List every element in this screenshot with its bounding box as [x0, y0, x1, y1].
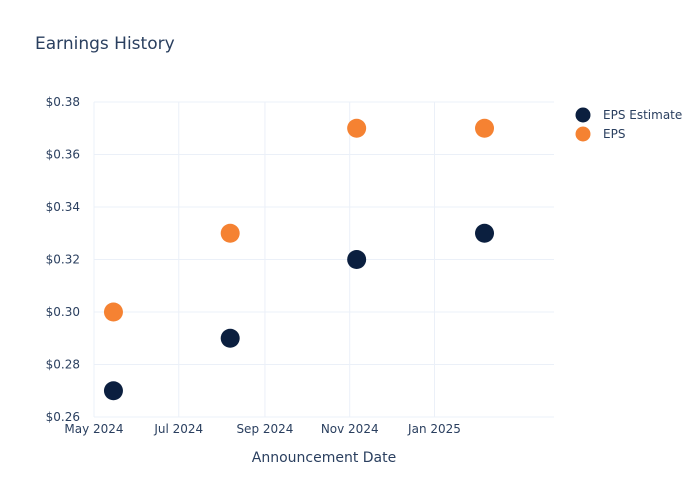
legend: EPS Estimate EPS: [575, 107, 682, 142]
x-axis-ticks: May 2024 Jul 2024 Sep 2024 Nov 2024 Jan 2025: [64, 422, 460, 436]
x-tick-label: Jul 2024: [153, 422, 203, 436]
legend-marker[interactable]: [575, 126, 591, 142]
y-tick-label: $0.26: [46, 410, 80, 424]
data-point[interactable]: [475, 223, 495, 243]
data-point[interactable]: [220, 223, 240, 243]
y-tick-label: $0.30: [46, 305, 80, 319]
data-points: [103, 118, 495, 401]
x-tick-label: May 2024: [64, 422, 123, 436]
legend-marker[interactable]: [575, 107, 591, 123]
legend-label[interactable]: EPS: [603, 127, 625, 141]
y-tick-label: $0.36: [46, 148, 80, 162]
data-point[interactable]: [103, 302, 123, 322]
y-tick-label: $0.34: [46, 200, 80, 214]
y-axis-ticks: $0.26 $0.28 $0.30 $0.32 $0.34 $0.36 $0.38: [46, 95, 80, 424]
x-tick-label: Sep 2024: [236, 422, 293, 436]
grid-lines: [93, 101, 554, 418]
data-point[interactable]: [220, 328, 240, 348]
data-point[interactable]: [475, 118, 495, 138]
data-point[interactable]: [347, 250, 367, 269]
x-tick-label: Nov 2024: [321, 422, 379, 436]
data-point[interactable]: [103, 381, 123, 401]
data-point[interactable]: [347, 118, 367, 138]
y-tick-label: $0.32: [46, 253, 80, 267]
legend-label[interactable]: EPS Estimate: [603, 108, 682, 122]
y-tick-label: $0.28: [46, 358, 80, 372]
x-tick-label: Jan 2025: [407, 422, 461, 436]
x-axis-title: Announcement Date: [252, 450, 396, 466]
y-tick-label: $0.38: [46, 95, 80, 109]
chart-title: Earnings History: [35, 34, 175, 54]
